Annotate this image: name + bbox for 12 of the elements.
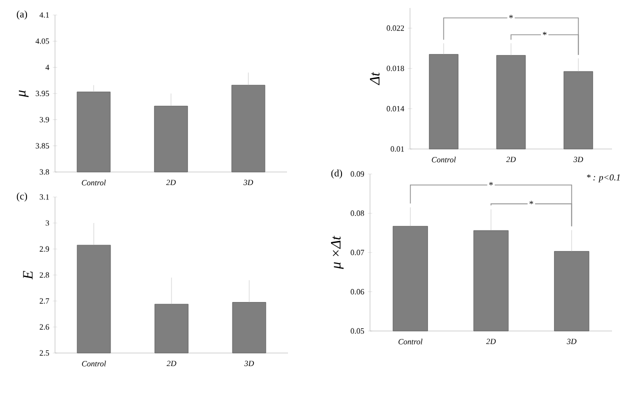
annotation: *: [530, 200, 534, 204]
annotation: *: [542, 32, 546, 36]
y-axis-title: μ: [18, 90, 29, 98]
chart-title: (c): [16, 192, 28, 202]
chart-title: (d): [331, 169, 342, 179]
y-axis-title: Δt: [370, 72, 380, 86]
y-axis-title: μ ×Δt: [331, 236, 344, 269]
annotation: *: [509, 14, 513, 18]
annotation: *: [489, 182, 493, 186]
chart-title: (a): [16, 10, 28, 20]
y-axis-title: E: [23, 270, 33, 280]
annotation: * : p<0.1: [587, 174, 620, 182]
